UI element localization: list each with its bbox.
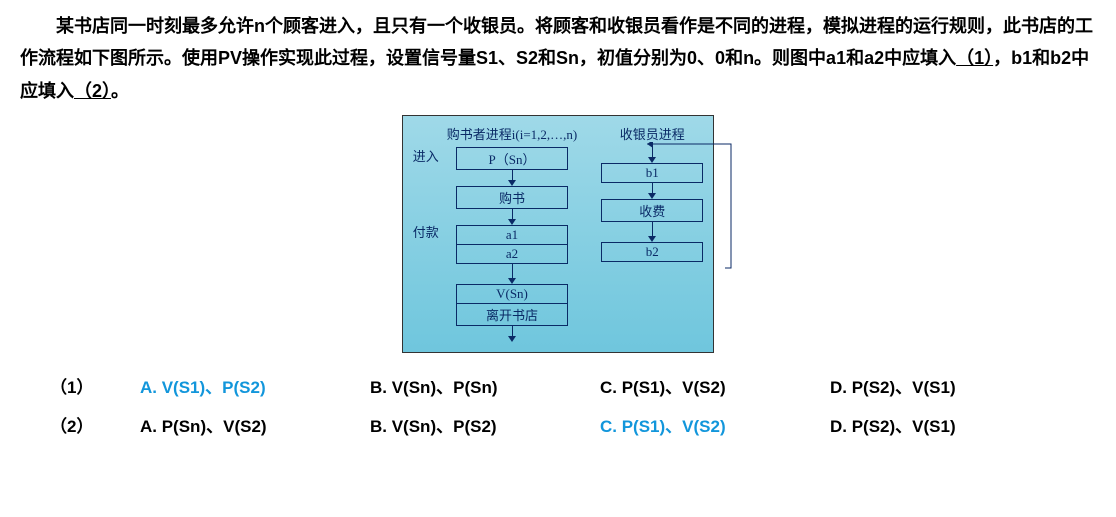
arrow	[512, 264, 513, 278]
question-main: 某书店同一时刻最多允许n个顾客进入，且只有一个收银员。将顾客和收银员看作是不同的…	[20, 16, 1093, 68]
arrow-head-icon	[508, 336, 516, 342]
blank-1: （1）	[956, 48, 993, 68]
option-1-D[interactable]: D. P(S2)、V(S1)	[830, 373, 1060, 398]
option-2-A[interactable]: A. P(Sn)、V(S2)	[140, 412, 370, 437]
vsn-leave-stack: V(Sn) 离开书店	[456, 284, 568, 326]
arrow	[512, 326, 513, 336]
arrow	[512, 170, 513, 180]
option-2-B[interactable]: B. V(Sn)、P(S2)	[370, 412, 600, 437]
diagram-container: 购书者进程i(i=1,2,…,n) 进入 付款 P（Sn） 购书 a1 a2 V…	[20, 115, 1096, 353]
box-a1: a1	[456, 225, 568, 245]
box-buy: 购书	[456, 186, 568, 209]
arrow	[512, 209, 513, 219]
box-p-sn: P（Sn）	[456, 147, 568, 170]
option-row-2-num: （2）	[20, 412, 140, 437]
option-2-C[interactable]: C. P(S1)、V(S2)	[600, 412, 830, 437]
buyer-column: 购书者进程i(i=1,2,…,n) 进入 付款 P（Sn） 购书 a1 a2 V…	[413, 124, 577, 342]
arrow	[652, 147, 653, 157]
cashier-title: 收银员进程	[620, 124, 685, 143]
box-v-sn: V(Sn)	[456, 284, 568, 304]
a1-a2-stack: a1 a2	[456, 225, 568, 264]
option-1-C[interactable]: C. P(S1)、V(S2)	[600, 373, 830, 398]
box-a2: a2	[456, 245, 568, 264]
option-2-D[interactable]: D. P(S2)、V(S1)	[830, 412, 1060, 437]
option-row-1-num: （1）	[20, 373, 140, 398]
arrow	[652, 183, 653, 193]
options-block: （1） A. V(S1)、P(S2) B. V(Sn)、P(Sn) C. P(S…	[20, 373, 1096, 437]
option-1-A[interactable]: A. V(S1)、P(S2)	[140, 373, 370, 398]
option-1-B[interactable]: B. V(Sn)、P(Sn)	[370, 373, 600, 398]
question-tail: 。	[111, 81, 129, 101]
cashier-column: 收银员进程 b1 收费 b2	[601, 124, 703, 262]
box-b2: b2	[601, 242, 703, 262]
label-enter: 进入	[413, 146, 439, 165]
arrow	[652, 222, 653, 236]
blank-2: （2）	[74, 81, 111, 101]
buyer-title: 购书者进程i(i=1,2,…,n)	[447, 124, 577, 143]
question-paragraph: 某书店同一时刻最多允许n个顾客进入，且只有一个收银员。将顾客和收银员看作是不同的…	[20, 10, 1096, 107]
label-pay: 付款	[413, 222, 439, 241]
box-fee: 收费	[601, 199, 703, 222]
option-row-2: （2） A. P(Sn)、V(S2) B. V(Sn)、P(S2) C. P(S…	[20, 412, 1096, 437]
option-row-1: （1） A. V(S1)、P(S2) B. V(Sn)、P(Sn) C. P(S…	[20, 373, 1096, 398]
box-leave: 离开书店	[456, 304, 568, 326]
flowchart-diagram: 购书者进程i(i=1,2,…,n) 进入 付款 P（Sn） 购书 a1 a2 V…	[402, 115, 714, 353]
box-b1: b1	[601, 163, 703, 183]
